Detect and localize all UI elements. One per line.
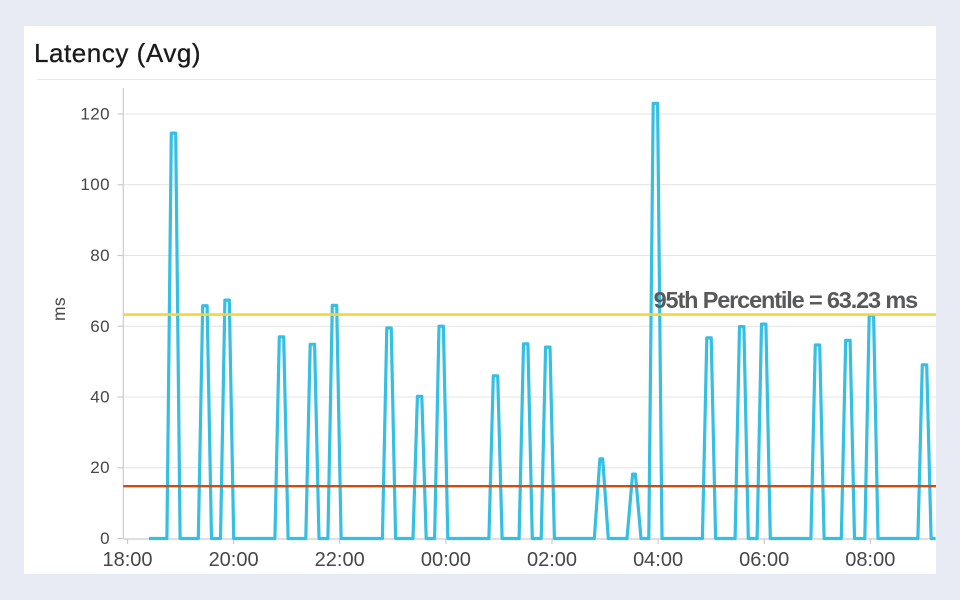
svg-text:95th Percentile = 63.23 ms: 95th Percentile = 63.23 ms <box>654 287 918 313</box>
svg-text:ms: ms <box>49 297 69 321</box>
svg-text:40: 40 <box>90 388 110 407</box>
svg-text:80: 80 <box>90 246 110 265</box>
svg-text:08:00: 08:00 <box>845 549 895 571</box>
svg-text:120: 120 <box>80 105 110 124</box>
svg-text:00:00: 00:00 <box>421 549 471 571</box>
svg-text:20:00: 20:00 <box>209 549 259 571</box>
svg-text:0: 0 <box>100 529 110 548</box>
svg-text:60: 60 <box>90 317 110 336</box>
svg-text:06:00: 06:00 <box>739 549 789 571</box>
svg-text:04:00: 04:00 <box>633 549 683 571</box>
svg-text:18:00: 18:00 <box>102 549 152 571</box>
svg-text:02:00: 02:00 <box>527 549 577 571</box>
svg-text:100: 100 <box>80 175 110 194</box>
svg-text:22:00: 22:00 <box>315 549 365 571</box>
svg-text:20: 20 <box>90 458 110 477</box>
